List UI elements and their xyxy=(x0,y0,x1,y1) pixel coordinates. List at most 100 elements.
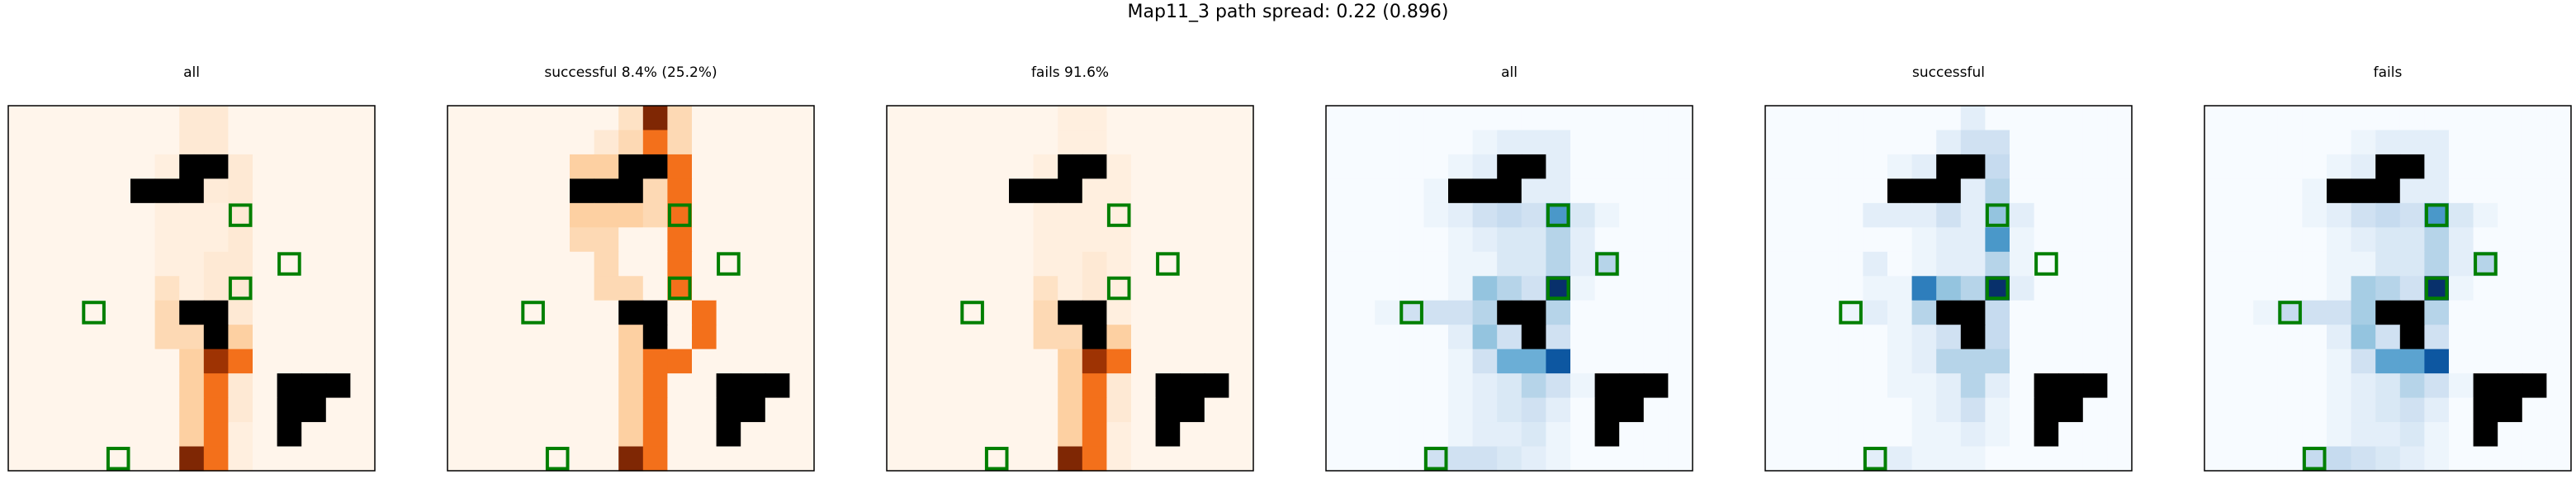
heatmap-cell xyxy=(1765,227,1791,253)
heatmap-cell xyxy=(1521,227,1546,253)
heatmap-cell xyxy=(2449,130,2474,155)
obstacle-cell xyxy=(1204,373,1229,399)
heatmap-cell xyxy=(2375,397,2401,423)
heatmap-cell xyxy=(1326,397,1352,423)
heatmap-cell xyxy=(520,227,546,253)
heatmap-cell xyxy=(1058,276,1083,301)
heatmap-cell xyxy=(325,325,351,350)
heatmap-cell xyxy=(1789,130,1815,155)
heatmap-cell xyxy=(496,325,522,350)
heatmap-cell xyxy=(570,397,595,423)
heatmap-cell xyxy=(2107,106,2133,131)
heatmap-cell xyxy=(1009,276,1035,301)
heatmap-cell xyxy=(2034,130,2059,155)
heatmap-cell xyxy=(716,300,741,325)
heatmap-cell xyxy=(1619,325,1645,350)
heatmap-cell xyxy=(1594,276,1620,301)
obstacle-cell xyxy=(1936,178,1962,204)
heatmap-cell xyxy=(1326,202,1352,228)
heatmap-cell xyxy=(2473,154,2498,179)
heatmap-cell xyxy=(1887,300,1913,325)
heatmap-cell xyxy=(2522,154,2547,179)
heatmap-cell xyxy=(1131,325,1157,350)
heatmap-cell xyxy=(618,373,644,399)
obstacle-cell xyxy=(618,154,644,179)
heatmap-cell xyxy=(1033,422,1058,448)
heatmap-cell xyxy=(1497,202,1522,228)
heatmap-cell xyxy=(520,251,546,277)
heatmap-cell xyxy=(1985,300,2010,325)
heatmap-cell xyxy=(301,202,327,228)
obstacle-cell xyxy=(642,325,668,350)
heatmap-cell xyxy=(887,130,912,155)
heatmap-cell xyxy=(2546,325,2572,350)
heatmap-cell xyxy=(228,325,253,350)
heatmap-cell xyxy=(2424,130,2450,155)
heatmap-cell xyxy=(2277,446,2303,472)
heatmap-cell xyxy=(447,422,473,448)
heatmap-cell xyxy=(1180,276,1205,301)
heatmap-cell xyxy=(2522,422,2547,448)
heatmap-cell xyxy=(911,446,936,472)
heatmap-cell xyxy=(1423,227,1449,253)
heatmap-cell xyxy=(2351,373,2376,399)
heatmap-cell xyxy=(741,227,766,253)
heatmap-cell xyxy=(984,202,1010,228)
heatmap-cell xyxy=(1814,227,1840,253)
heatmap-cell xyxy=(325,227,351,253)
heatmap-cell xyxy=(1863,422,1888,448)
heatmap-cell xyxy=(1789,397,1815,423)
heatmap-cell xyxy=(1911,373,1937,399)
heatmap-cell xyxy=(1399,251,1424,277)
heatmap-cell xyxy=(887,397,912,423)
obstacle-cell xyxy=(1009,178,1035,204)
heatmap-cell xyxy=(1765,178,1791,204)
heatmap-cell xyxy=(1326,325,1352,350)
heatmap-cell xyxy=(1033,325,1058,350)
obstacle-cell xyxy=(1497,300,1522,325)
heatmap-cell xyxy=(2058,300,2084,325)
heatmap-cell xyxy=(301,446,327,472)
heatmap-cell xyxy=(2058,422,2084,448)
heatmap-cell xyxy=(179,325,205,350)
heatmap-cell xyxy=(1863,130,1888,155)
heatmap-cell xyxy=(1082,446,1107,472)
heatmap-cell xyxy=(911,106,936,131)
heatmap-cell xyxy=(1789,349,1815,374)
heatmap-cell xyxy=(1229,349,1254,374)
heatmap-cell xyxy=(350,300,376,325)
obstacle-cell xyxy=(203,325,229,350)
heatmap-cell xyxy=(911,251,936,277)
heatmap-cell xyxy=(2375,373,2401,399)
heatmap-cell xyxy=(1765,397,1791,423)
heatmap-cell xyxy=(2204,227,2230,253)
heatmap-cell xyxy=(984,251,1010,277)
heatmap-cell xyxy=(2473,227,2498,253)
heatmap-cell xyxy=(545,325,571,350)
heatmap-cell xyxy=(1887,397,1913,423)
heatmap-cell xyxy=(1594,154,1620,179)
heatmap-cell xyxy=(2277,227,2303,253)
heatmap-cell xyxy=(2277,106,2303,131)
heatmap-cell xyxy=(253,178,278,204)
heatmap-cell xyxy=(471,227,497,253)
heatmap-cell xyxy=(2107,154,2133,179)
heatmap-cell xyxy=(2399,422,2425,448)
heatmap-cell xyxy=(520,178,546,204)
heatmap-cell xyxy=(1521,373,1546,399)
heatmap-cell xyxy=(789,178,815,204)
heatmap-cell xyxy=(1082,276,1107,301)
heatmap-cell xyxy=(325,397,351,423)
heatmap-cell xyxy=(2351,349,2376,374)
heatmap-cell xyxy=(496,251,522,277)
heatmap-cell xyxy=(2449,154,2474,179)
heatmap-cell xyxy=(81,325,107,350)
heatmap-cell xyxy=(1423,276,1449,301)
heatmap-cell xyxy=(496,178,522,204)
heatmap-cell xyxy=(1155,227,1181,253)
heatmap-cell xyxy=(2375,251,2401,277)
heatmap-cell xyxy=(1131,446,1157,472)
heatmap-cell xyxy=(520,106,546,131)
heatmap-cell xyxy=(1375,446,1400,472)
target-marker xyxy=(717,252,741,276)
